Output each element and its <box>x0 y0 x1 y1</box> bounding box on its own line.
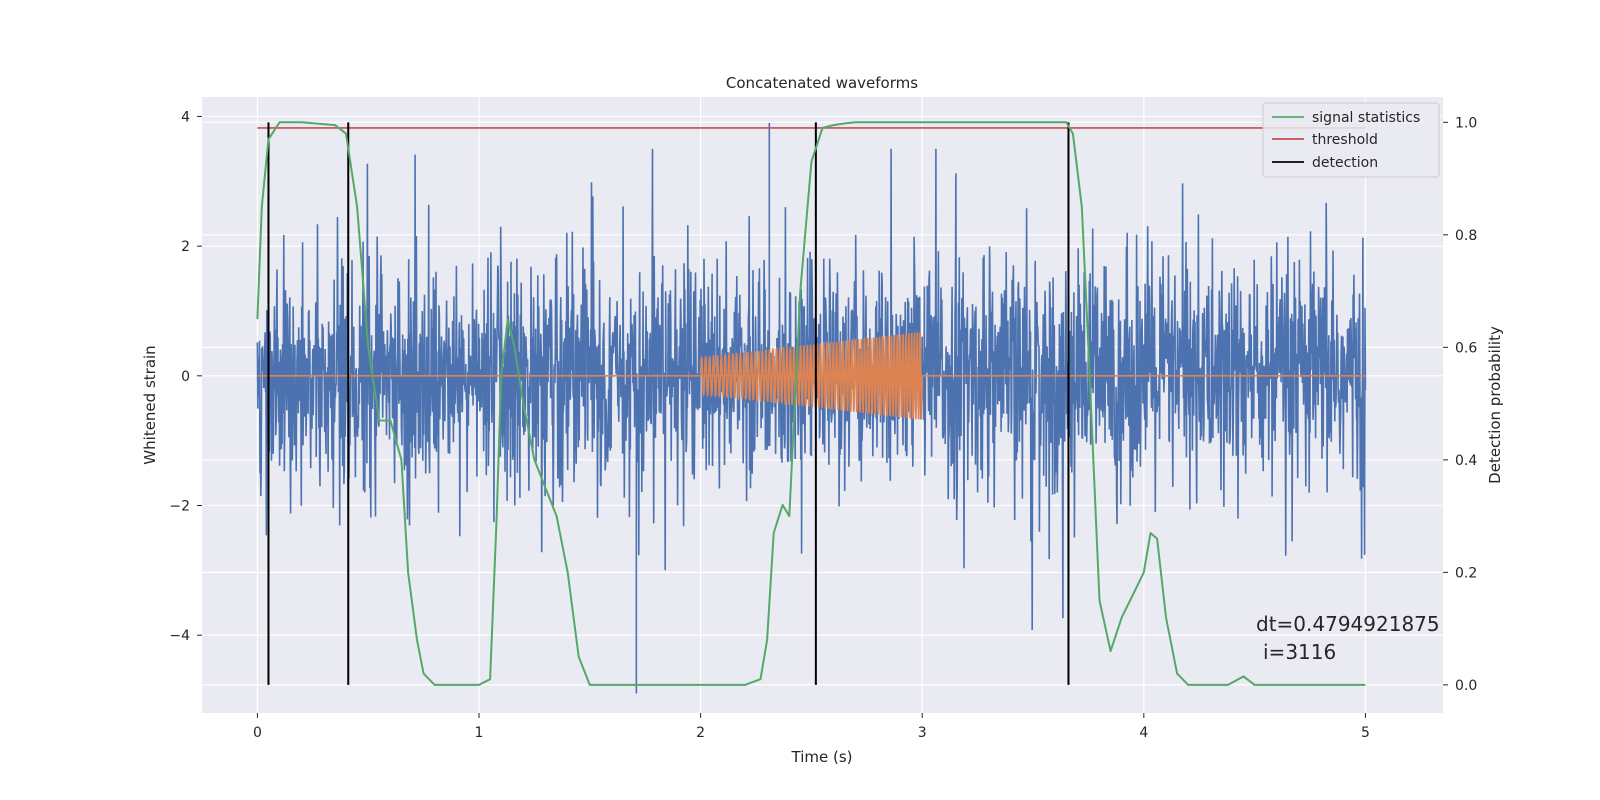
x-axis-label: Time (s) <box>791 748 853 766</box>
legend-label-signal-statistics: signal statistics <box>1312 110 1420 126</box>
x-tick-label: 3 <box>918 725 927 741</box>
legend-label-threshold: threshold <box>1312 132 1378 148</box>
signal-statistics-line <box>256 121 1366 686</box>
y2-axis-label: Detection probability <box>1486 326 1504 484</box>
legend-frame <box>1262 102 1440 178</box>
axes: 0 1 2 3 4 5 −4 −2 0 2 4 0.0 0.2 0.4 0.6 0.8 1.0 <box>169 109 1477 741</box>
noise-line <box>256 148 1367 631</box>
x-tick-label: 2 <box>696 725 705 741</box>
y2-tick-label: 0.8 <box>1455 228 1477 244</box>
chart-title: Concatenated waveforms <box>726 74 918 92</box>
x-tick-label: 4 <box>1139 725 1148 741</box>
y-axis-label: Whitened strain <box>141 345 159 464</box>
x-tick-label: 0 <box>253 725 262 741</box>
y2-tick-label: 0.6 <box>1455 340 1477 356</box>
injected-signal-series <box>257 332 1366 420</box>
injected-signal-chirp <box>699 332 923 420</box>
y-tick-label: 0 <box>181 369 190 385</box>
y-tick-label: 4 <box>181 109 190 125</box>
y-tick-label: 2 <box>181 239 190 255</box>
legend: signal statistics threshold detection <box>1262 102 1440 178</box>
y-tick-label: −4 <box>169 628 190 644</box>
y-tick-label: −2 <box>169 499 190 515</box>
annotation-dt: dt=0.4794921875 <box>1256 612 1440 636</box>
y2-tick-label: 0.0 <box>1455 678 1477 694</box>
y2-tick-label: 1.0 <box>1455 115 1477 131</box>
legend-label-detection: detection <box>1312 155 1378 171</box>
grid <box>202 97 1443 713</box>
noise-series <box>256 122 1367 694</box>
x-tick-label: 5 <box>1361 725 1370 741</box>
y2-tick-label: 0.4 <box>1455 453 1477 469</box>
y2-tick-label: 0.2 <box>1455 565 1477 581</box>
annotation-index: i=3116 <box>1263 640 1336 664</box>
probability-overlay <box>256 121 1366 686</box>
x-tick-label: 1 <box>475 725 484 741</box>
